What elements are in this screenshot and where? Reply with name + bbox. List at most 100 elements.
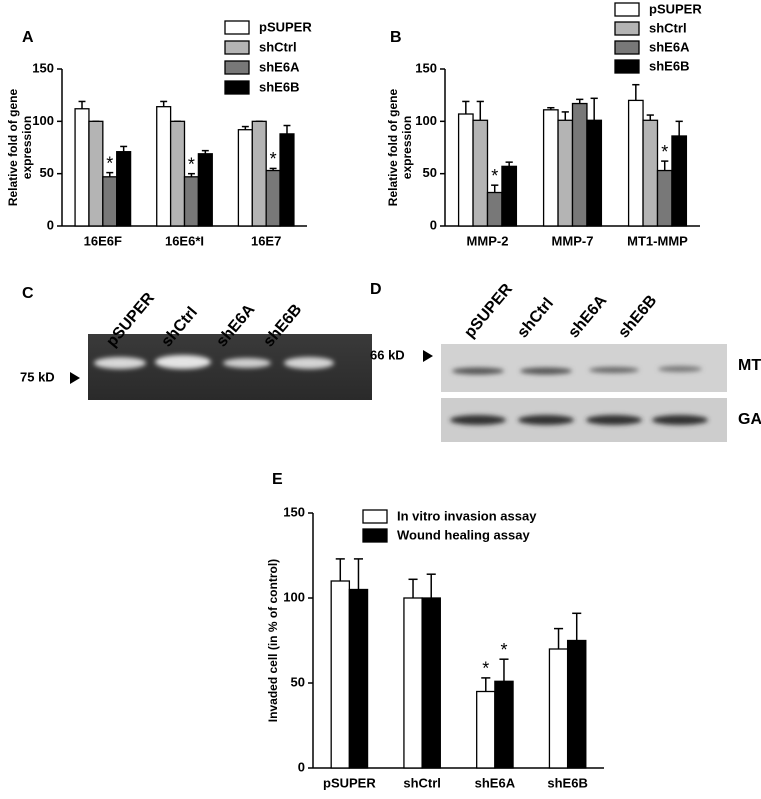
- bar: [494, 680, 514, 769]
- legend-swatch: [224, 80, 250, 95]
- panel-label: E: [272, 471, 283, 488]
- lane-label: pSUPER: [461, 280, 516, 341]
- bar: [183, 176, 200, 227]
- bar: [348, 588, 369, 769]
- x-tick-label: pSUPER: [323, 775, 376, 790]
- x-tick-label: shE6B: [547, 775, 587, 790]
- legend-label: In vitro invasion assay: [397, 508, 537, 523]
- y-tick-label: 0: [298, 759, 305, 774]
- marker-label: 66 kD: [370, 347, 405, 362]
- gel-bands: [94, 355, 334, 369]
- significance-mark: *: [188, 154, 195, 174]
- blot-bands: [450, 366, 708, 425]
- legend-swatch: [614, 40, 640, 55]
- y-axis-label: expression: [400, 116, 414, 179]
- x-tick-label: shE6A: [475, 775, 516, 790]
- bar: [237, 129, 253, 227]
- legend-label: shCtrl: [649, 20, 687, 35]
- bar: [671, 135, 688, 227]
- y-axis-label: Invaded cell (in % of control): [266, 559, 280, 722]
- significance-mark: *: [491, 166, 498, 186]
- legend-label: shE6A: [259, 59, 300, 74]
- legend-swatch: [614, 21, 640, 36]
- marker-label: 75 kD: [20, 369, 55, 384]
- y-tick-label: 0: [430, 217, 437, 232]
- strip-label: MT1-MMP: [738, 357, 761, 374]
- x-tick-label: 16E6*I: [165, 233, 204, 248]
- legend-swatch: [614, 59, 640, 74]
- x-tick-label: shCtrl: [403, 775, 441, 790]
- y-axis-label: Relative fold of gene: [6, 89, 20, 207]
- bar: [330, 580, 351, 769]
- x-tick-label: 16E7: [251, 233, 281, 248]
- y-tick-label: 50: [291, 674, 305, 689]
- bar: [542, 109, 559, 227]
- legend-label: shE6A: [649, 39, 690, 54]
- bar: [656, 169, 673, 227]
- bar: [457, 113, 474, 227]
- bar: [557, 119, 574, 227]
- significance-mark: *: [482, 659, 489, 679]
- bar: [265, 169, 281, 227]
- y-tick-label: 100: [283, 589, 305, 604]
- y-axis-label: expression: [20, 116, 34, 179]
- bar: [279, 133, 295, 227]
- x-tick-label: MT1-MMP: [627, 233, 688, 248]
- bar: [586, 119, 603, 227]
- marker-arrow: [423, 350, 433, 362]
- legend-label: pSUPER: [259, 19, 312, 34]
- bar: [548, 648, 569, 769]
- bar: [571, 102, 588, 227]
- y-tick-label: 100: [32, 113, 54, 128]
- bar: [88, 120, 104, 227]
- y-tick-label: 150: [415, 60, 437, 75]
- legend-label: shE6B: [259, 79, 299, 94]
- bar: [472, 119, 489, 227]
- panel-label: D: [370, 281, 382, 298]
- legend-label: shCtrl: [259, 39, 297, 54]
- bar: [476, 690, 496, 769]
- marker-arrow: [70, 372, 80, 384]
- bar: [501, 165, 518, 227]
- bar: [197, 153, 213, 227]
- y-tick-label: 50: [423, 165, 437, 180]
- bar: [116, 151, 132, 227]
- y-axis-label: Relative fold of gene: [386, 89, 400, 207]
- panel-label: A: [22, 29, 34, 46]
- lane-label: shCtrl: [514, 295, 557, 341]
- y-tick-label: 50: [40, 165, 54, 180]
- x-tick-label: MMP-2: [467, 233, 509, 248]
- lane-label: shE6A: [565, 292, 610, 341]
- y-tick-label: 0: [47, 217, 54, 232]
- bar: [169, 120, 186, 227]
- panel-label: C: [22, 285, 34, 302]
- bar: [642, 119, 659, 227]
- bar: [486, 191, 503, 227]
- x-tick-label: 16E6F: [84, 233, 122, 248]
- bar: [156, 106, 172, 227]
- strip-label: GAPDH: [738, 411, 761, 428]
- x-tick-label: MMP-7: [552, 233, 594, 248]
- legend-label: shE6B: [649, 58, 689, 73]
- bar: [403, 597, 423, 769]
- significance-mark: *: [661, 142, 668, 162]
- y-tick-label: 150: [283, 504, 305, 519]
- significance-mark: *: [270, 149, 277, 169]
- bar: [627, 99, 644, 227]
- legend-swatch: [224, 40, 250, 55]
- legend-swatch: [362, 509, 388, 524]
- bar: [566, 639, 587, 769]
- bar: [102, 176, 118, 227]
- y-tick-label: 150: [32, 60, 54, 75]
- significance-mark: *: [500, 640, 507, 660]
- bar: [74, 108, 90, 227]
- y-tick-label: 100: [415, 113, 437, 128]
- legend-swatch: [224, 60, 250, 75]
- significance-mark: *: [106, 153, 113, 173]
- bar: [251, 120, 267, 227]
- panel-label: B: [390, 29, 402, 46]
- bar: [421, 597, 441, 769]
- legend-swatch: [614, 2, 640, 17]
- legend-label: pSUPER: [649, 1, 702, 16]
